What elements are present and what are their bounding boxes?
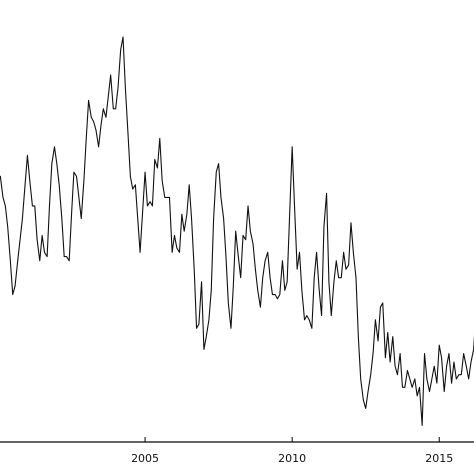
x-tick-label-2: 2015 [425,452,453,465]
series-layer [0,36,474,426]
plot-frame [0,441,474,443]
x-tick-label-1: 2010 [278,452,306,465]
series-line-0 [0,36,474,426]
axes-box [0,441,474,443]
x-axis-ticks: 2005 2010 2015 [131,437,453,465]
x-tick-label-0: 2005 [131,452,159,465]
